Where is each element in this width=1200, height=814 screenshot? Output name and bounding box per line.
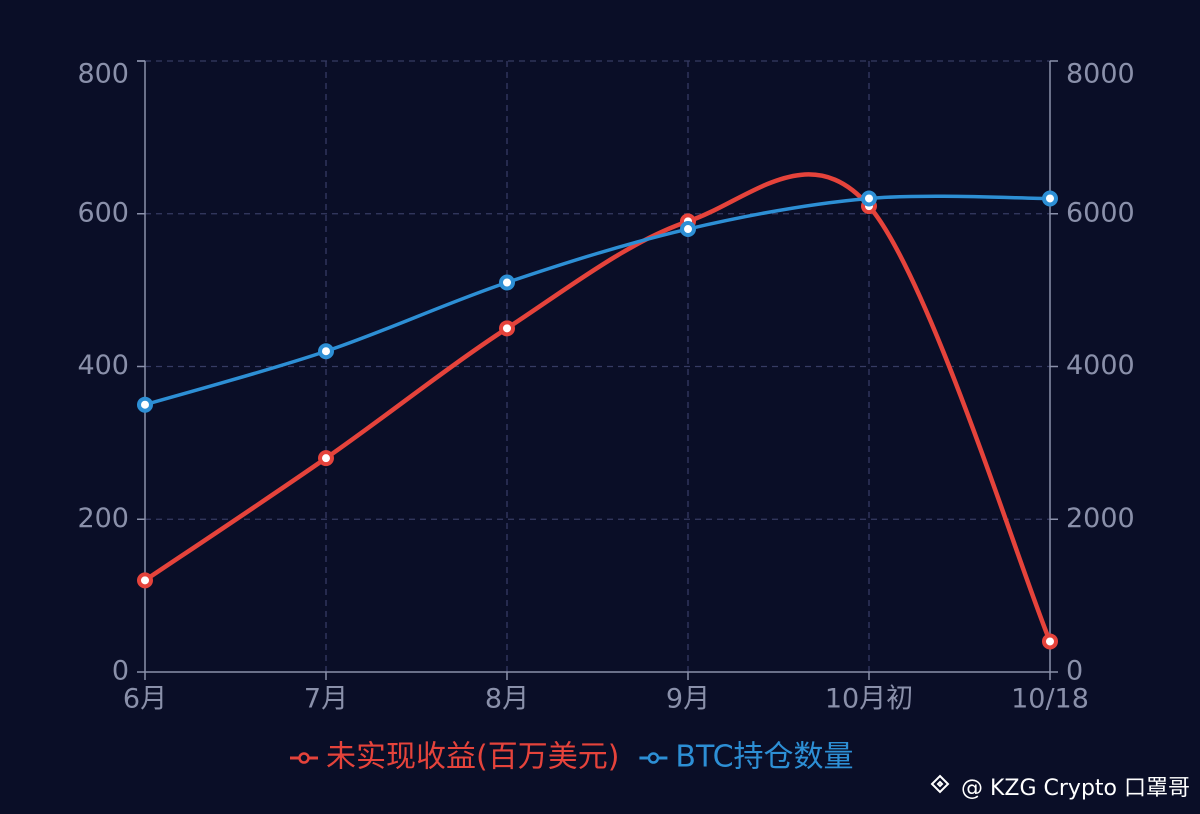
x-tick-label: 10月初 xyxy=(825,684,913,715)
x-tick-label: 7月 xyxy=(304,684,348,715)
y2-tick-label: 8000 xyxy=(1066,59,1135,90)
y-tick-label: 200 xyxy=(77,503,129,534)
data-point xyxy=(499,320,515,337)
series-line xyxy=(144,194,1051,407)
x-tick-label: 9月 xyxy=(666,684,710,715)
data-point xyxy=(861,190,877,207)
legend-label: 未实现收益(百万美元) xyxy=(326,740,619,775)
watermark-text: @ KZG Crypto 口罩哥 xyxy=(961,776,1190,801)
x-tick-label: 10/18 xyxy=(1011,684,1089,715)
data-point xyxy=(318,343,334,360)
series-line xyxy=(143,172,1053,643)
watermark: @ KZG Crypto 口罩哥 xyxy=(930,774,1190,801)
y2-tick-label: 0 xyxy=(1066,656,1083,687)
legend: 未实现收益(百万美元) BTC持仓数量 xyxy=(290,740,854,775)
x-tick-label: 6月 xyxy=(123,684,167,715)
y-tick-label: 600 xyxy=(77,197,129,228)
x-tick-label: 8月 xyxy=(485,684,529,715)
data-point xyxy=(137,396,153,413)
y2-tick-label: 2000 xyxy=(1066,503,1135,534)
legend-marker xyxy=(298,752,310,764)
data-point xyxy=(680,221,696,238)
y2-tick-label: 6000 xyxy=(1066,197,1135,228)
y2-tick-label: 4000 xyxy=(1066,350,1135,381)
legend-marker xyxy=(647,752,660,764)
y-tick-label: 0 xyxy=(112,656,129,687)
data-point xyxy=(1042,190,1058,207)
y-tick-label: 400 xyxy=(77,350,129,381)
watermark-icon xyxy=(930,774,950,794)
data-point xyxy=(499,274,515,291)
data-point xyxy=(1042,633,1058,650)
legend-label: BTC持仓数量 xyxy=(675,740,853,775)
data-point xyxy=(137,572,153,589)
y-tick-label: 800 xyxy=(77,59,129,90)
data-point xyxy=(318,450,334,467)
